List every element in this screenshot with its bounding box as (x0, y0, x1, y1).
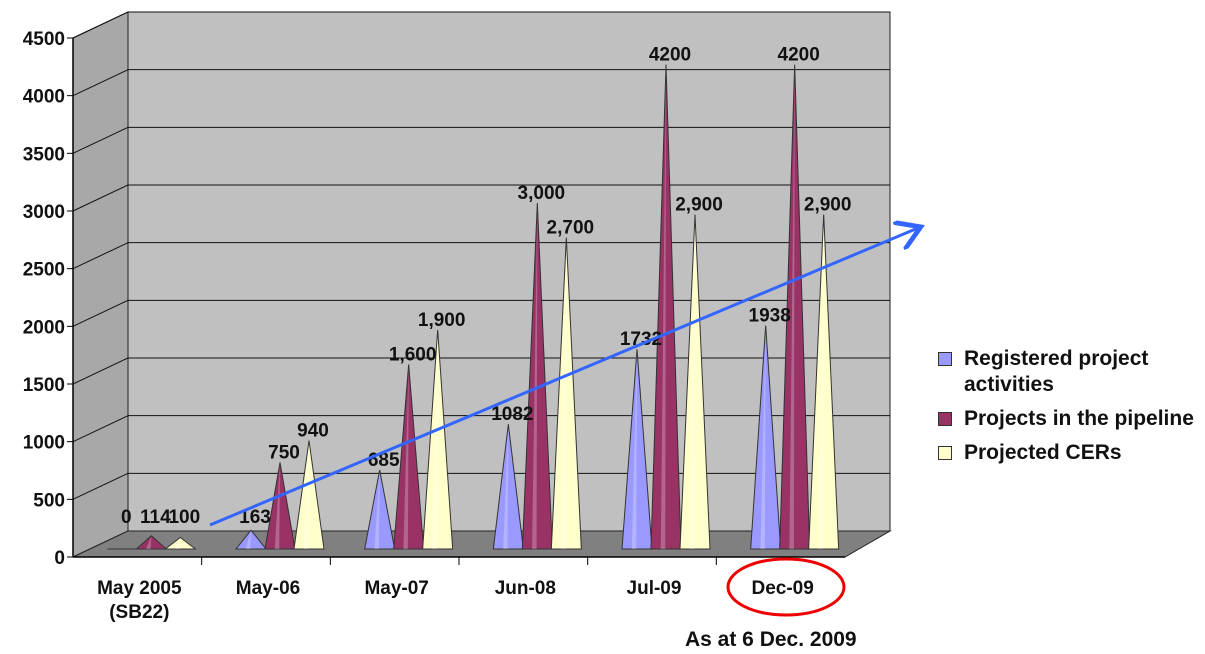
legend-label: Projects in the pipeline (964, 407, 1194, 430)
data-label: 940 (297, 421, 329, 442)
data-label: 4200 (778, 45, 820, 66)
x-tick-label: May 2005 (97, 578, 182, 599)
bar (750, 325, 782, 550)
y-tick-label: 3500 (23, 144, 65, 165)
data-label: 1,600 (389, 344, 437, 365)
gridline-side (72, 69, 129, 97)
data-label: 100 (168, 507, 200, 528)
gridline-side (72, 472, 129, 500)
data-label: 750 (268, 443, 300, 464)
legend-item: Projects in the pipeline (938, 406, 1200, 432)
bar-highlight (374, 469, 380, 549)
gridline-side (72, 126, 129, 154)
data-label: 1,900 (418, 310, 466, 331)
data-label: 2,900 (675, 195, 723, 216)
bar-highlight (660, 64, 666, 549)
y-tick-label: 500 (33, 490, 65, 511)
data-label: 1732 (620, 329, 662, 350)
gridline-side (72, 242, 129, 270)
data-label: 4200 (649, 45, 691, 66)
y-tick-label: 4000 (23, 87, 65, 108)
x-tick-label: Dec-09 (752, 578, 814, 599)
bar-highlight (789, 64, 795, 549)
bar-highlight (760, 325, 766, 549)
bar (679, 214, 711, 550)
bar (234, 529, 268, 550)
bar (364, 469, 396, 550)
bar-highlight (403, 364, 409, 549)
bar (393, 364, 425, 550)
x-tick-label: (SB22) (109, 602, 169, 623)
bar-highlight (689, 214, 695, 550)
bar (808, 214, 840, 550)
data-label: 2,700 (547, 218, 595, 239)
highlight-ellipse (726, 557, 846, 617)
bar (621, 349, 653, 550)
bar-highlight (561, 237, 567, 549)
gridline-side (72, 184, 129, 212)
bar (521, 202, 553, 550)
legend-swatch (938, 412, 952, 426)
y-tick-label: 2000 (23, 317, 65, 338)
bar-highlight (245, 530, 251, 549)
legend: Registered project activities Projects i… (938, 346, 1200, 474)
gridline-side (72, 357, 129, 385)
data-label: 2,900 (804, 195, 852, 216)
x-tick-label: May-06 (236, 578, 300, 599)
bar-highlight (274, 462, 280, 549)
data-label: 1938 (749, 305, 791, 326)
bar (492, 424, 524, 550)
legend-item: Registered project activities (938, 346, 1200, 398)
bar (163, 536, 197, 550)
bar (264, 462, 296, 550)
bar (422, 329, 454, 550)
y-tick-label: 1000 (23, 433, 65, 454)
data-label: 1082 (491, 404, 533, 425)
bar-highlight (303, 440, 309, 549)
gridline-side (72, 415, 129, 443)
bar-highlight (818, 214, 824, 550)
y-tick-label: 0 (54, 548, 65, 569)
bar (779, 64, 811, 550)
bar-highlight (532, 203, 538, 549)
footnote: As at 6 Dec. 2009 (685, 628, 857, 651)
legend-swatch (938, 446, 952, 460)
data-label: 114 (140, 507, 171, 528)
y-tick-label: 4500 (23, 29, 65, 50)
trend-arrow (209, 228, 918, 527)
y-tick-label: 2500 (23, 260, 65, 281)
bar-highlight (631, 349, 637, 549)
bar-highlight (503, 424, 509, 549)
data-label: 0 (121, 507, 132, 528)
y-tick-label: 1500 (23, 375, 65, 396)
bar (550, 237, 582, 550)
bar-highlight (175, 537, 181, 549)
data-label: 3,000 (518, 183, 566, 204)
legend-item: Projected CERs (938, 440, 1200, 466)
legend-label: Registered project activities (964, 347, 1149, 396)
legend-swatch (938, 352, 952, 366)
legend-label: Projected CERs (964, 441, 1122, 464)
data-label: 163 (239, 507, 271, 528)
x-tick-label: Jun-08 (495, 578, 556, 599)
gridline-side (72, 299, 129, 327)
y-tick-label: 3000 (23, 202, 65, 223)
chart-side-wall (72, 11, 129, 558)
bar-highlight (146, 535, 152, 549)
bar (135, 535, 168, 550)
bar (293, 440, 325, 550)
bar (650, 64, 682, 550)
bar-highlight (432, 329, 438, 549)
x-tick-label: May-07 (364, 578, 428, 599)
gridline-side (72, 11, 129, 39)
x-tick-label: Jul-09 (627, 578, 682, 599)
